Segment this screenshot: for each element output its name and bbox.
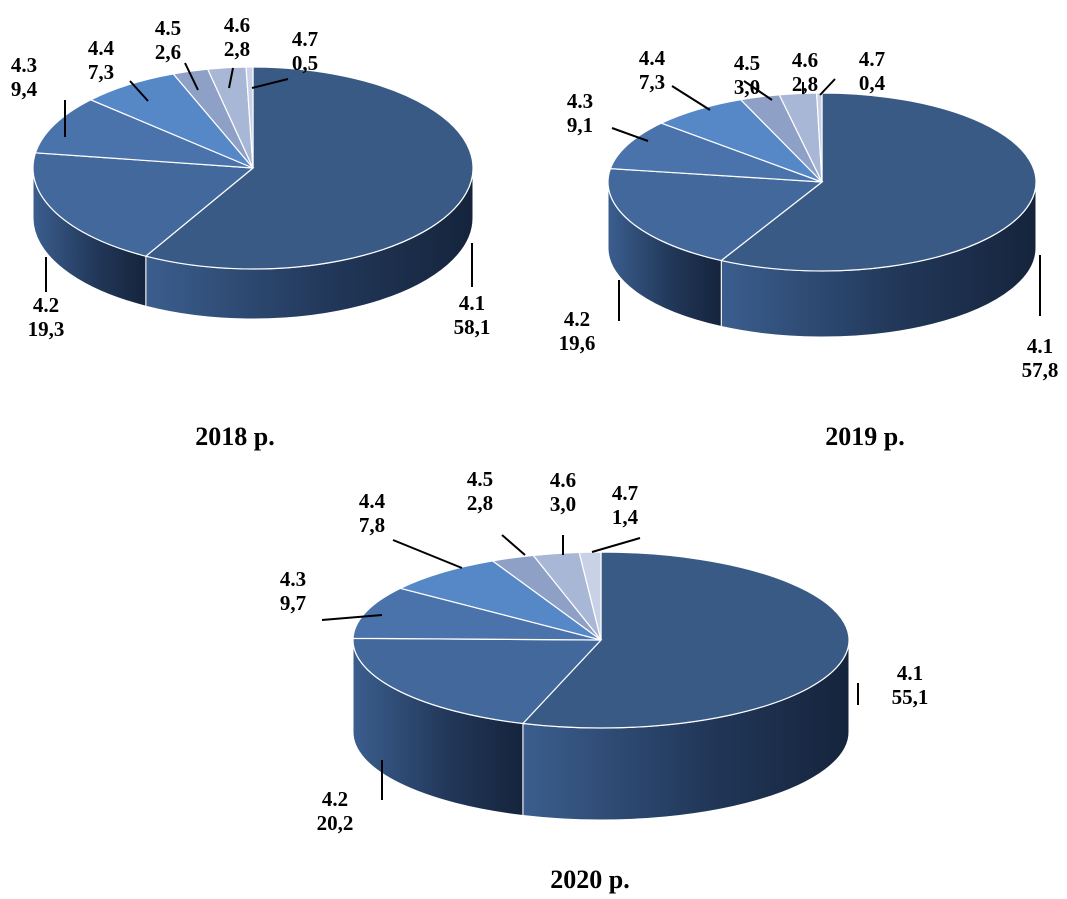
leader-line-4.3 xyxy=(611,127,649,142)
chart-title-2020: 2020 р. xyxy=(550,865,629,894)
slice-value-4.2: 19,3 xyxy=(28,317,65,341)
slice-label-4.7: 4.7 xyxy=(292,27,318,51)
slice-label-4.7: 4.7 xyxy=(859,47,885,71)
pie-chart-2018: 4.158,1 4.219,3 4.39,4 4.47,3 4.52,6 4.62,8 4.… xyxy=(11,13,491,341)
slice-label-4.5: 4.5 xyxy=(734,51,760,75)
slice-label-4.3: 4.3 xyxy=(11,53,37,77)
pie-slice-4.2 xyxy=(607,168,824,262)
pie-chart-2020: 4.155,1 4.220,2 4.39,7 4.47,8 4.52,8 4.63,0 4.… xyxy=(280,467,929,835)
leader-line-4.7 xyxy=(591,537,641,553)
slice-value-4.7: 0,5 xyxy=(292,51,318,75)
pie-slice-4.2 xyxy=(32,152,255,257)
slice-label-4.4: 4.4 xyxy=(639,46,666,70)
slice-label-4.5: 4.5 xyxy=(467,467,493,491)
slice-label-4.6: 4.6 xyxy=(792,48,818,72)
slice-label-4.2: 4.2 xyxy=(33,293,59,317)
slice-value-4.5: 2,8 xyxy=(467,491,493,515)
pie-slice-4.1 xyxy=(719,92,1037,272)
leader-line-4.5 xyxy=(184,62,199,91)
chart-title-2018: 2018 р. xyxy=(195,422,274,451)
leader-line-4.7 xyxy=(251,78,289,89)
slice-label-4.7: 4.7 xyxy=(612,481,638,505)
slice-value-4.3: 9,7 xyxy=(280,591,306,615)
slice-label-4.6: 4.6 xyxy=(224,13,250,37)
slice-label-4.4: 4.4 xyxy=(88,36,115,60)
slice-label-4.2: 4.2 xyxy=(322,787,348,811)
pie-slice-4.4 xyxy=(398,560,602,641)
pie-slice-4.3 xyxy=(609,122,823,183)
pie-slice-4.3 xyxy=(34,99,254,169)
slice-label-4.1: 4.1 xyxy=(459,291,485,315)
pie-slice-4.3 xyxy=(352,587,602,641)
pie-slice-4.1 xyxy=(521,551,850,729)
leader-line-4.5 xyxy=(743,80,773,101)
leader-line-4.7 xyxy=(819,78,836,96)
slice-value-4.5: 3,0 xyxy=(734,75,760,99)
slice-label-4.5: 4.5 xyxy=(155,16,181,40)
chart-title-2019: 2019 р. xyxy=(825,422,904,451)
leader-line-4.6 xyxy=(228,67,234,89)
slice-value-4.1: 57,8 xyxy=(1022,358,1059,382)
leader-line-4.5 xyxy=(501,534,526,556)
pie-slice-4.2 xyxy=(352,637,603,725)
leader-line-4.4 xyxy=(671,85,711,111)
slice-value-4.7: 0,4 xyxy=(859,71,886,95)
pie-slice-4.4 xyxy=(89,73,254,169)
slice-label-4.3: 4.3 xyxy=(567,89,593,113)
slice-label-4.4: 4.4 xyxy=(359,489,386,513)
slice-value-4.2: 20,2 xyxy=(317,811,354,835)
leader-line-4.4 xyxy=(129,80,149,102)
slice-value-4.6: 2,8 xyxy=(792,72,818,96)
leader-line-4.3 xyxy=(321,614,383,621)
slice-label-4.1: 4.1 xyxy=(897,661,923,685)
slice-value-4.4: 7,3 xyxy=(88,60,114,84)
slice-value-4.3: 9,1 xyxy=(567,113,593,137)
slice-label-4.3: 4.3 xyxy=(280,567,306,591)
slice-value-4.6: 3,0 xyxy=(550,492,576,516)
slice-value-4.7: 1,4 xyxy=(612,505,639,529)
pie-slice-4.7 xyxy=(245,66,254,169)
slice-label-4.2: 4.2 xyxy=(564,307,590,331)
slice-label-4.1: 4.1 xyxy=(1027,334,1053,358)
pie-slice-4.7 xyxy=(578,551,602,641)
pie-chart-2019: 4.157,8 4.219,6 4.39,1 4.47,3 4.53,0 4.62,8 4.… xyxy=(559,46,1059,382)
slice-value-4.5: 2,6 xyxy=(155,40,181,64)
slice-value-4.1: 58,1 xyxy=(454,315,491,339)
slice-value-4.1: 55,1 xyxy=(892,685,929,709)
slice-value-4.6: 2,8 xyxy=(224,37,250,61)
slice-value-4.4: 7,8 xyxy=(359,513,385,537)
slice-value-4.2: 19,6 xyxy=(559,331,596,355)
slice-label-4.6: 4.6 xyxy=(550,468,576,492)
slice-value-4.3: 9,4 xyxy=(11,77,38,101)
leader-line-4.4 xyxy=(392,539,463,569)
slice-value-4.4: 7,3 xyxy=(639,70,665,94)
pie-slice-4.1 xyxy=(144,66,474,270)
pie-slice-4.4 xyxy=(659,99,823,183)
